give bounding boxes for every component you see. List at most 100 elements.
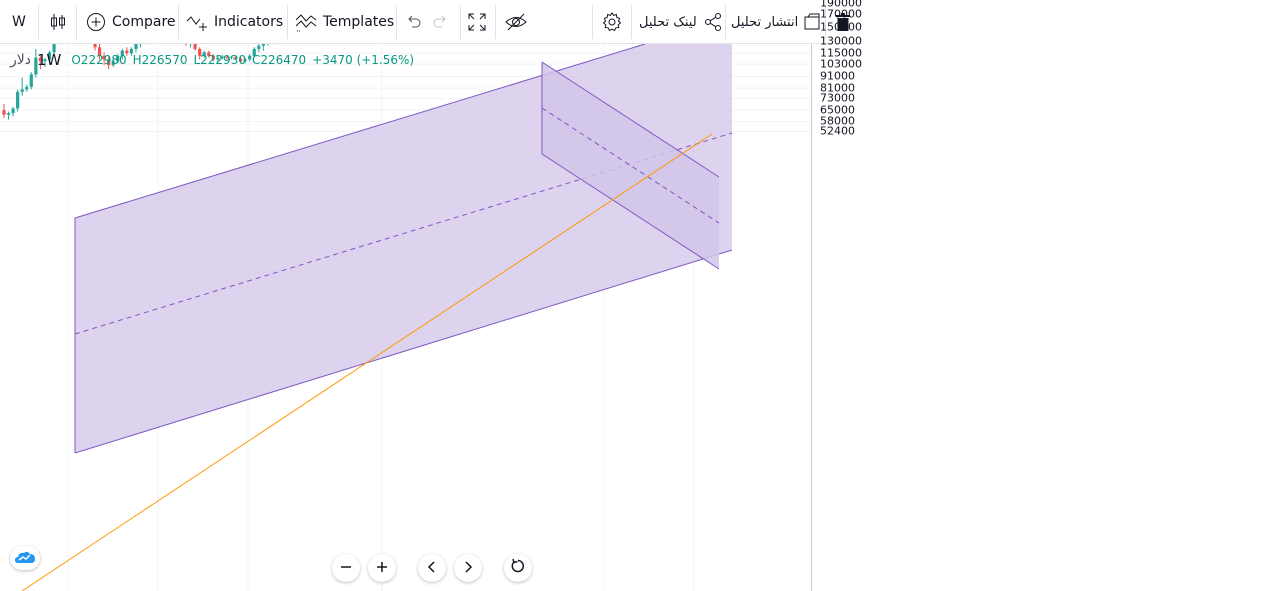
fullscreen-button[interactable] xyxy=(467,0,487,44)
price-axis[interactable]: 3400003000002600002200001900001700001500… xyxy=(811,0,862,591)
candle-body xyxy=(229,56,234,58)
candle xyxy=(47,50,52,64)
candle xyxy=(188,44,193,48)
channel-lower-line xyxy=(74,249,733,454)
indicators-label: Indicators xyxy=(214,14,284,30)
candle xyxy=(38,55,42,70)
price-tick: 58000 xyxy=(820,114,855,128)
undo-icon xyxy=(404,13,422,31)
candle-body xyxy=(116,55,120,62)
toolbar-divider xyxy=(725,5,726,39)
legend-change: +3470 (+1.56%) xyxy=(312,53,415,67)
candle xyxy=(134,44,138,53)
undo-button[interactable] xyxy=(404,0,422,44)
interval-selector[interactable]: W xyxy=(12,0,30,44)
plus-icon xyxy=(375,559,389,578)
tradingview-logo[interactable] xyxy=(10,546,40,570)
candle xyxy=(267,44,269,46)
candle xyxy=(243,57,247,64)
price-tick: 81000 xyxy=(820,81,855,95)
templates-icon xyxy=(295,12,317,32)
candle xyxy=(125,47,129,56)
candles-series xyxy=(2,44,273,120)
candle xyxy=(102,52,106,66)
hide-drawings-button[interactable] xyxy=(504,0,528,44)
scroll-left-button[interactable] xyxy=(418,554,446,582)
toolbar-divider xyxy=(825,5,826,39)
compare-button[interactable]: Compare xyxy=(86,0,176,44)
candle xyxy=(252,47,256,58)
publish-button[interactable]: انتشار تحلیل xyxy=(731,0,822,44)
toolbar-divider xyxy=(592,5,593,39)
templates-button[interactable]: Templates xyxy=(295,0,394,44)
interval-label: W xyxy=(12,14,26,30)
price-tick: 170000 xyxy=(820,7,862,21)
candle xyxy=(6,111,11,120)
candle-body xyxy=(107,59,111,66)
candle-body xyxy=(198,48,202,56)
publish-label: انتشار تحلیل xyxy=(731,14,799,30)
desc-channel-upper-line xyxy=(541,61,720,178)
redo-button[interactable] xyxy=(432,0,450,44)
toolbar-divider xyxy=(631,5,632,39)
candle-body xyxy=(248,55,252,60)
zoom-in-button[interactable] xyxy=(368,554,396,582)
candle-body xyxy=(225,56,229,58)
candle xyxy=(20,77,24,96)
candle-body xyxy=(25,86,29,90)
price-tick: 91000 xyxy=(820,69,855,83)
candle xyxy=(111,57,115,68)
candle xyxy=(52,44,56,55)
gear-icon xyxy=(601,11,623,33)
settings-button[interactable] xyxy=(601,0,623,44)
candle-body xyxy=(239,58,243,62)
candle-body xyxy=(34,57,38,75)
trend-line xyxy=(21,133,713,591)
candle-body xyxy=(111,61,115,66)
candle-body xyxy=(202,52,206,56)
candle-body xyxy=(243,59,247,62)
candle xyxy=(129,47,133,56)
redo-icon xyxy=(432,13,450,31)
price-tick: 73000 xyxy=(820,91,855,105)
desc-channel-lower-line xyxy=(541,153,720,270)
legend-open: O222980 xyxy=(71,53,127,67)
candle xyxy=(184,44,188,46)
price-tick: 103000 xyxy=(820,57,862,71)
eye-slash-icon xyxy=(504,12,528,32)
legend-interval: 1W xyxy=(36,51,62,69)
candle-body xyxy=(125,50,129,54)
chart-type-button[interactable] xyxy=(48,0,68,44)
reset-icon xyxy=(510,558,526,578)
symbol-name: دلار xyxy=(10,52,31,68)
delete-button[interactable] xyxy=(835,0,851,44)
reset-chart-button[interactable] xyxy=(504,554,532,582)
candle-body xyxy=(43,59,47,62)
candle xyxy=(207,50,211,58)
compare-label: Compare xyxy=(112,14,176,30)
candle xyxy=(120,48,124,60)
chevron-right-icon xyxy=(461,559,475,578)
candle-body xyxy=(97,47,102,56)
candle-body xyxy=(29,74,33,87)
zoom-out-button[interactable] xyxy=(332,554,360,582)
trash-icon xyxy=(835,13,851,31)
indicators-button[interactable]: Indicators xyxy=(186,0,283,44)
candle xyxy=(198,47,202,60)
parallel-channel xyxy=(75,44,732,453)
toolbar-divider xyxy=(76,5,77,39)
share-link-button[interactable]: لینک تحلیل xyxy=(639,0,723,44)
toolbar-divider xyxy=(460,5,461,39)
candle xyxy=(248,54,252,62)
toolbar-divider xyxy=(38,5,39,39)
candle xyxy=(229,55,234,60)
candle-body xyxy=(102,55,106,60)
candle xyxy=(34,48,38,78)
toolbar-divider xyxy=(178,5,179,39)
candle-body xyxy=(16,91,20,109)
ohlc-legend: دلار 1W O222980 H226570 L222930 C226470 … xyxy=(10,50,420,70)
candle xyxy=(225,54,229,60)
descending-channel xyxy=(542,62,719,269)
scroll-right-button[interactable] xyxy=(454,554,482,582)
chart-pane[interactable] xyxy=(0,44,811,591)
